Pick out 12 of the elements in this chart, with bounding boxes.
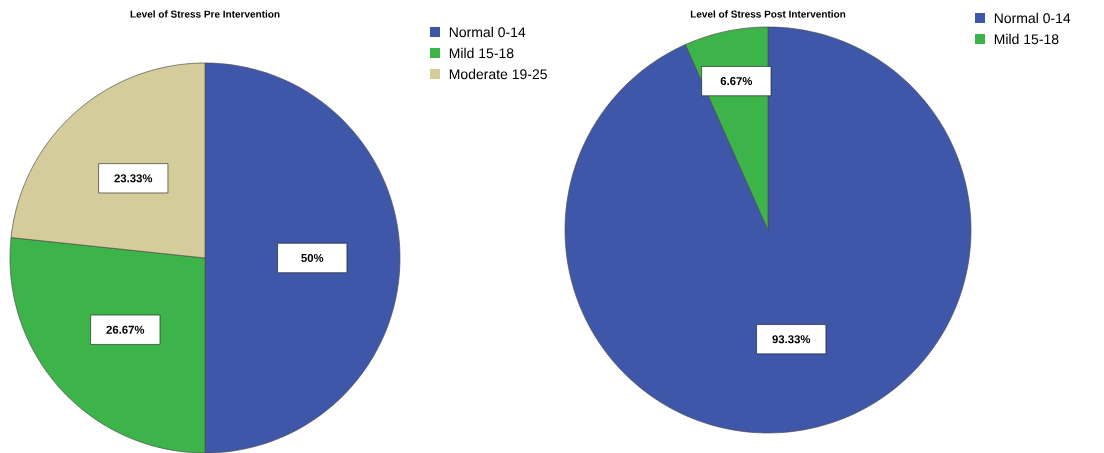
data-label: 23.33% bbox=[114, 174, 153, 183]
legend-label: Moderate 19-25 bbox=[449, 68, 547, 79]
chart-title: Level of Stress Pre Intervention bbox=[130, 10, 280, 18]
data-label: 26.67% bbox=[106, 325, 145, 334]
legend-label: Normal 0-14 bbox=[994, 12, 1071, 23]
data-label: 6.67% bbox=[720, 76, 753, 85]
chart-title: Level of Stress Post Intervention bbox=[690, 10, 846, 18]
data-label: 50% bbox=[301, 253, 324, 262]
data-label: 93.33% bbox=[772, 335, 811, 344]
legend-label: Mild 15-18 bbox=[449, 47, 514, 58]
legend-label: Normal 0-14 bbox=[449, 26, 526, 37]
legend-label: Mild 15-18 bbox=[994, 33, 1059, 44]
